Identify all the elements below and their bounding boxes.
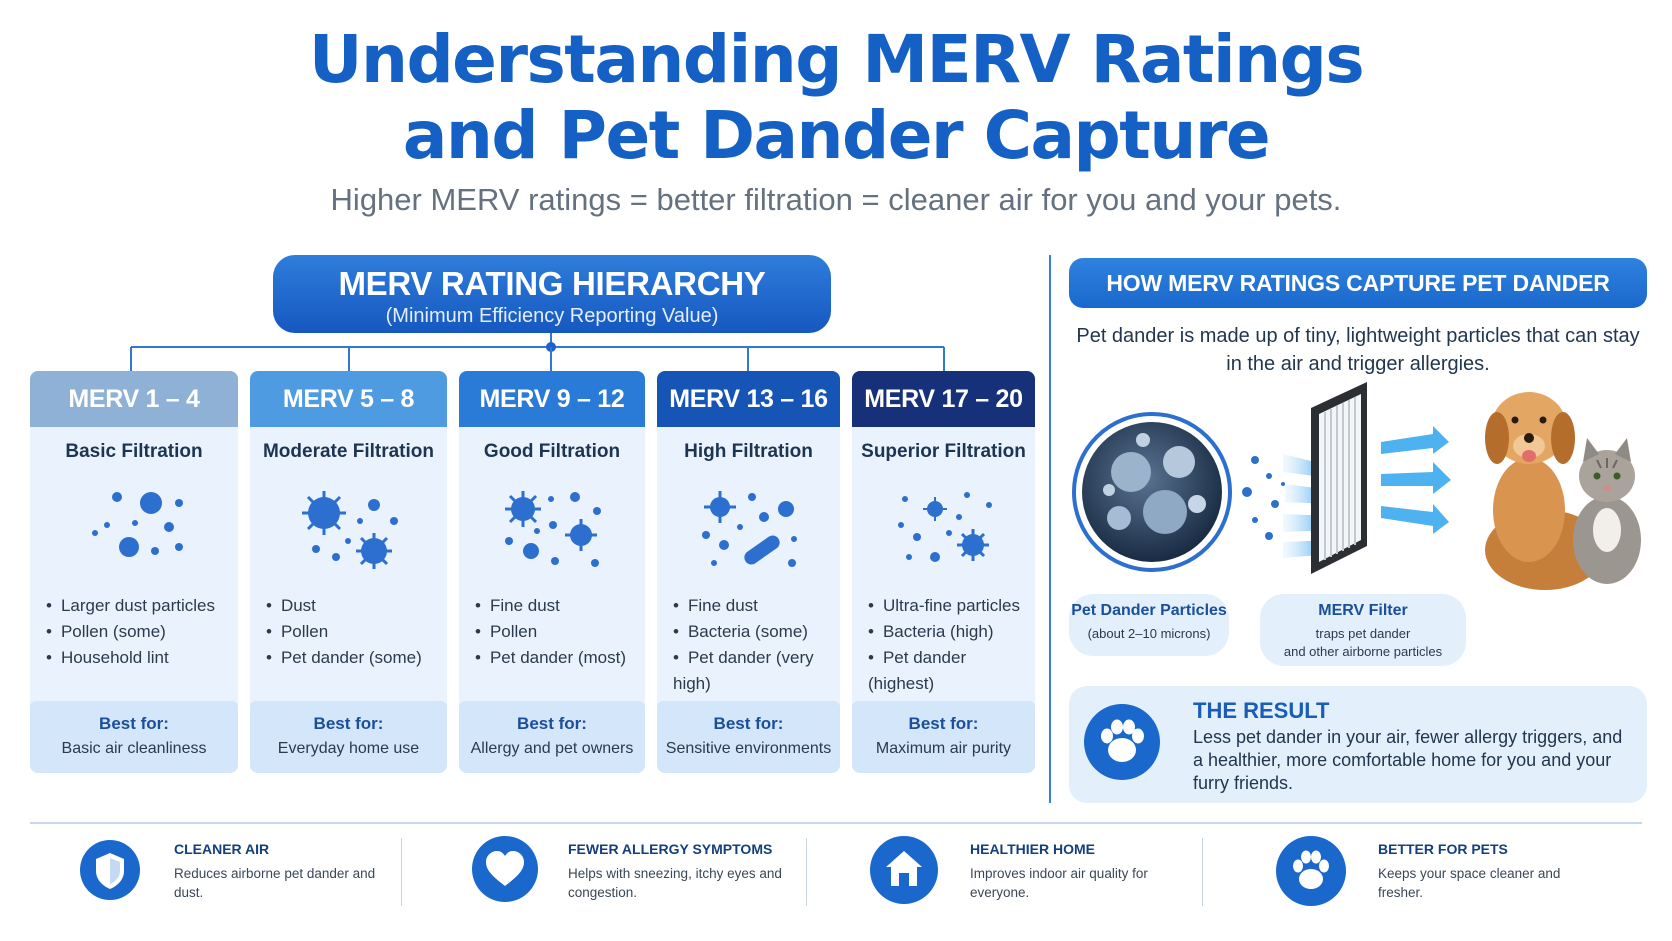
capture-description: Pet dander is made up of tiny, lightweig… (1076, 325, 1640, 375)
column-items: Fine dust Bacteria (some) Pet dander (ve… (673, 593, 840, 697)
dander-magnified-icon (1072, 412, 1232, 572)
section-divider (1049, 255, 1051, 803)
dander-size: (about 2–10 microns) (1087, 626, 1211, 641)
list-item: Fine dust (673, 593, 840, 619)
merv-filter-icon (1311, 382, 1367, 574)
column-range: MERV 13 – 16 (657, 371, 840, 427)
list-item: Bacteria (high) (868, 619, 1035, 645)
benefit-separator (401, 838, 402, 906)
result-panel: THE RESULT Less pet dander in your air, … (1069, 686, 1647, 803)
best-for-value: Maximum air purity (875, 740, 1012, 757)
column-name: Basic Filtration (65, 441, 203, 462)
list-item: Pollen (475, 619, 626, 645)
list-item: Pet dander (some) (266, 645, 422, 671)
best-for-value: Allergy and pet owners (470, 740, 634, 757)
result-title: THE RESULT (1193, 698, 1330, 723)
best-for-label: Best for: (99, 714, 169, 733)
dog-and-cat-image (1485, 392, 1641, 590)
filter-sub-2: and other airborne particles (1283, 644, 1443, 659)
benefit-description: Helps with sneezing, itchy eyes and cong… (568, 866, 782, 900)
best-for-value: Basic air cleanliness (61, 740, 207, 757)
shield-icon (80, 840, 140, 900)
column-items: Fine dust Pollen Pet dander (most) (475, 593, 626, 671)
benefit-description: Keeps your space cleaner and fresher. (1378, 866, 1561, 900)
list-item: Fine dust (475, 593, 626, 619)
benefit-description: Improves indoor air quality for everyone… (970, 866, 1148, 900)
list-item: Bacteria (some) (673, 619, 840, 645)
filter-sub-1: traps pet dander (1315, 626, 1411, 641)
paw-icon (1276, 836, 1346, 906)
benefit-title: CLEANER AIR (174, 841, 270, 857)
column-name: Moderate Filtration (262, 441, 434, 462)
benefit-separator (1202, 838, 1203, 906)
column-range: MERV 9 – 12 (459, 371, 645, 427)
list-item: Larger dust particles (46, 593, 215, 619)
column-range: MERV 17 – 20 (852, 371, 1035, 427)
column-items: Ultra-fine particles Bacteria (high) Pet… (868, 593, 1035, 697)
best-for-label: Best for: (713, 714, 784, 733)
column-range: MERV 5 – 8 (250, 371, 447, 427)
list-item: Household lint (46, 645, 215, 671)
best-for-label: Best for: (517, 714, 587, 733)
clean-air-arrows-icon (1381, 426, 1451, 534)
result-text: Less pet dander in your air, fewer aller… (1193, 727, 1623, 793)
particles-icon (92, 492, 183, 557)
list-item: Pet dander (most) (475, 645, 626, 671)
page-subtitle: Higher MERV ratings = better filtration … (330, 182, 1342, 217)
merv-column-17-20: MERV 17 – 20 Superior Filtration Ultra-f… (852, 371, 1035, 773)
benefit-title: FEWER ALLERGY SYMPTOMS (568, 841, 773, 857)
best-for-box: Best for: Basic air cleanliness (30, 701, 238, 773)
merv-column-5-8: MERV 5 – 8 Moderate Filtration Dust Poll… (250, 371, 447, 773)
merv-column-9-12: MERV 9 – 12 Good Filtration Fine dust Po… (459, 371, 645, 773)
fine-particles-icon (897, 492, 992, 562)
hierarchy-heading: MERV RATING HIERARCHY (338, 265, 766, 302)
column-items: Dust Pollen Pet dander (some) (266, 593, 422, 671)
germs-icon (505, 491, 601, 567)
filter-label: MERV Filter (1318, 602, 1408, 619)
particles-stream-icon (1242, 456, 1285, 540)
best-for-box: Best for: Allergy and pet owners (459, 701, 645, 773)
best-for-box: Best for: Sensitive environments (657, 701, 840, 773)
column-items: Larger dust particles Pollen (some) Hous… (46, 593, 215, 671)
merv-column-1-4: MERV 1 – 4 Basic Filtration Larger dust … (30, 371, 238, 773)
column-name: Superior Filtration (861, 441, 1026, 462)
column-range: MERV 1 – 4 (30, 371, 238, 427)
title-line-2: and Pet Dander Capture (402, 97, 1271, 174)
footer-divider (30, 822, 1642, 824)
benefit-description: Reduces airborne pet dander and dust. (174, 866, 376, 900)
best-for-value: Sensitive environments (665, 740, 832, 757)
dander-label: Pet Dander Particles (1071, 602, 1227, 619)
benefit-title: BETTER FOR PETS (1378, 841, 1508, 857)
dander-particles-pill: Pet Dander Particles (about 2–10 microns… (1069, 594, 1229, 656)
capture-heading: HOW MERV RATINGS CAPTURE PET DANDER (1069, 258, 1647, 308)
house-icon (870, 836, 938, 904)
page-title: Understanding MERV Ratings and Pet Dande… (0, 22, 1672, 174)
best-for-box: Best for: Maximum air purity (852, 701, 1035, 773)
benefit-separator (806, 838, 807, 906)
best-for-label: Best for: (908, 714, 979, 733)
best-for-label: Best for: (313, 714, 384, 733)
list-item: Pollen (some) (46, 619, 215, 645)
hierarchy-subheading: (Minimum Efficiency Reporting Value) (385, 305, 719, 327)
title-line-1: Understanding MERV Ratings (308, 21, 1365, 98)
benefit-title: HEALTHIER HOME (970, 841, 1095, 857)
merv-column-13-16: MERV 13 – 16 High Filtration Fine dust B… (657, 371, 840, 773)
merv-filter-pill: MERV Filter traps pet dander and other a… (1260, 594, 1466, 666)
hierarchy-header: MERV RATING HIERARCHY (Minimum Efficienc… (273, 255, 831, 333)
list-item: Pollen (266, 619, 422, 645)
heart-icon (472, 836, 538, 902)
paw-icon (1084, 704, 1160, 780)
bacteria-icon (701, 491, 797, 567)
best-for-box: Best for: Everyday home use (250, 701, 447, 773)
list-item: Pet dander (highest) (868, 645, 1035, 697)
list-item: Dust (266, 593, 422, 619)
list-item: Pet dander (very high) (673, 645, 840, 697)
list-item: Ultra-fine particles (868, 593, 1035, 619)
best-for-value: Everyday home use (277, 740, 420, 757)
column-name: Good Filtration (483, 441, 621, 462)
column-name: High Filtration (684, 441, 813, 462)
germs-icon (301, 491, 398, 569)
capture-illustration (1072, 382, 1641, 590)
